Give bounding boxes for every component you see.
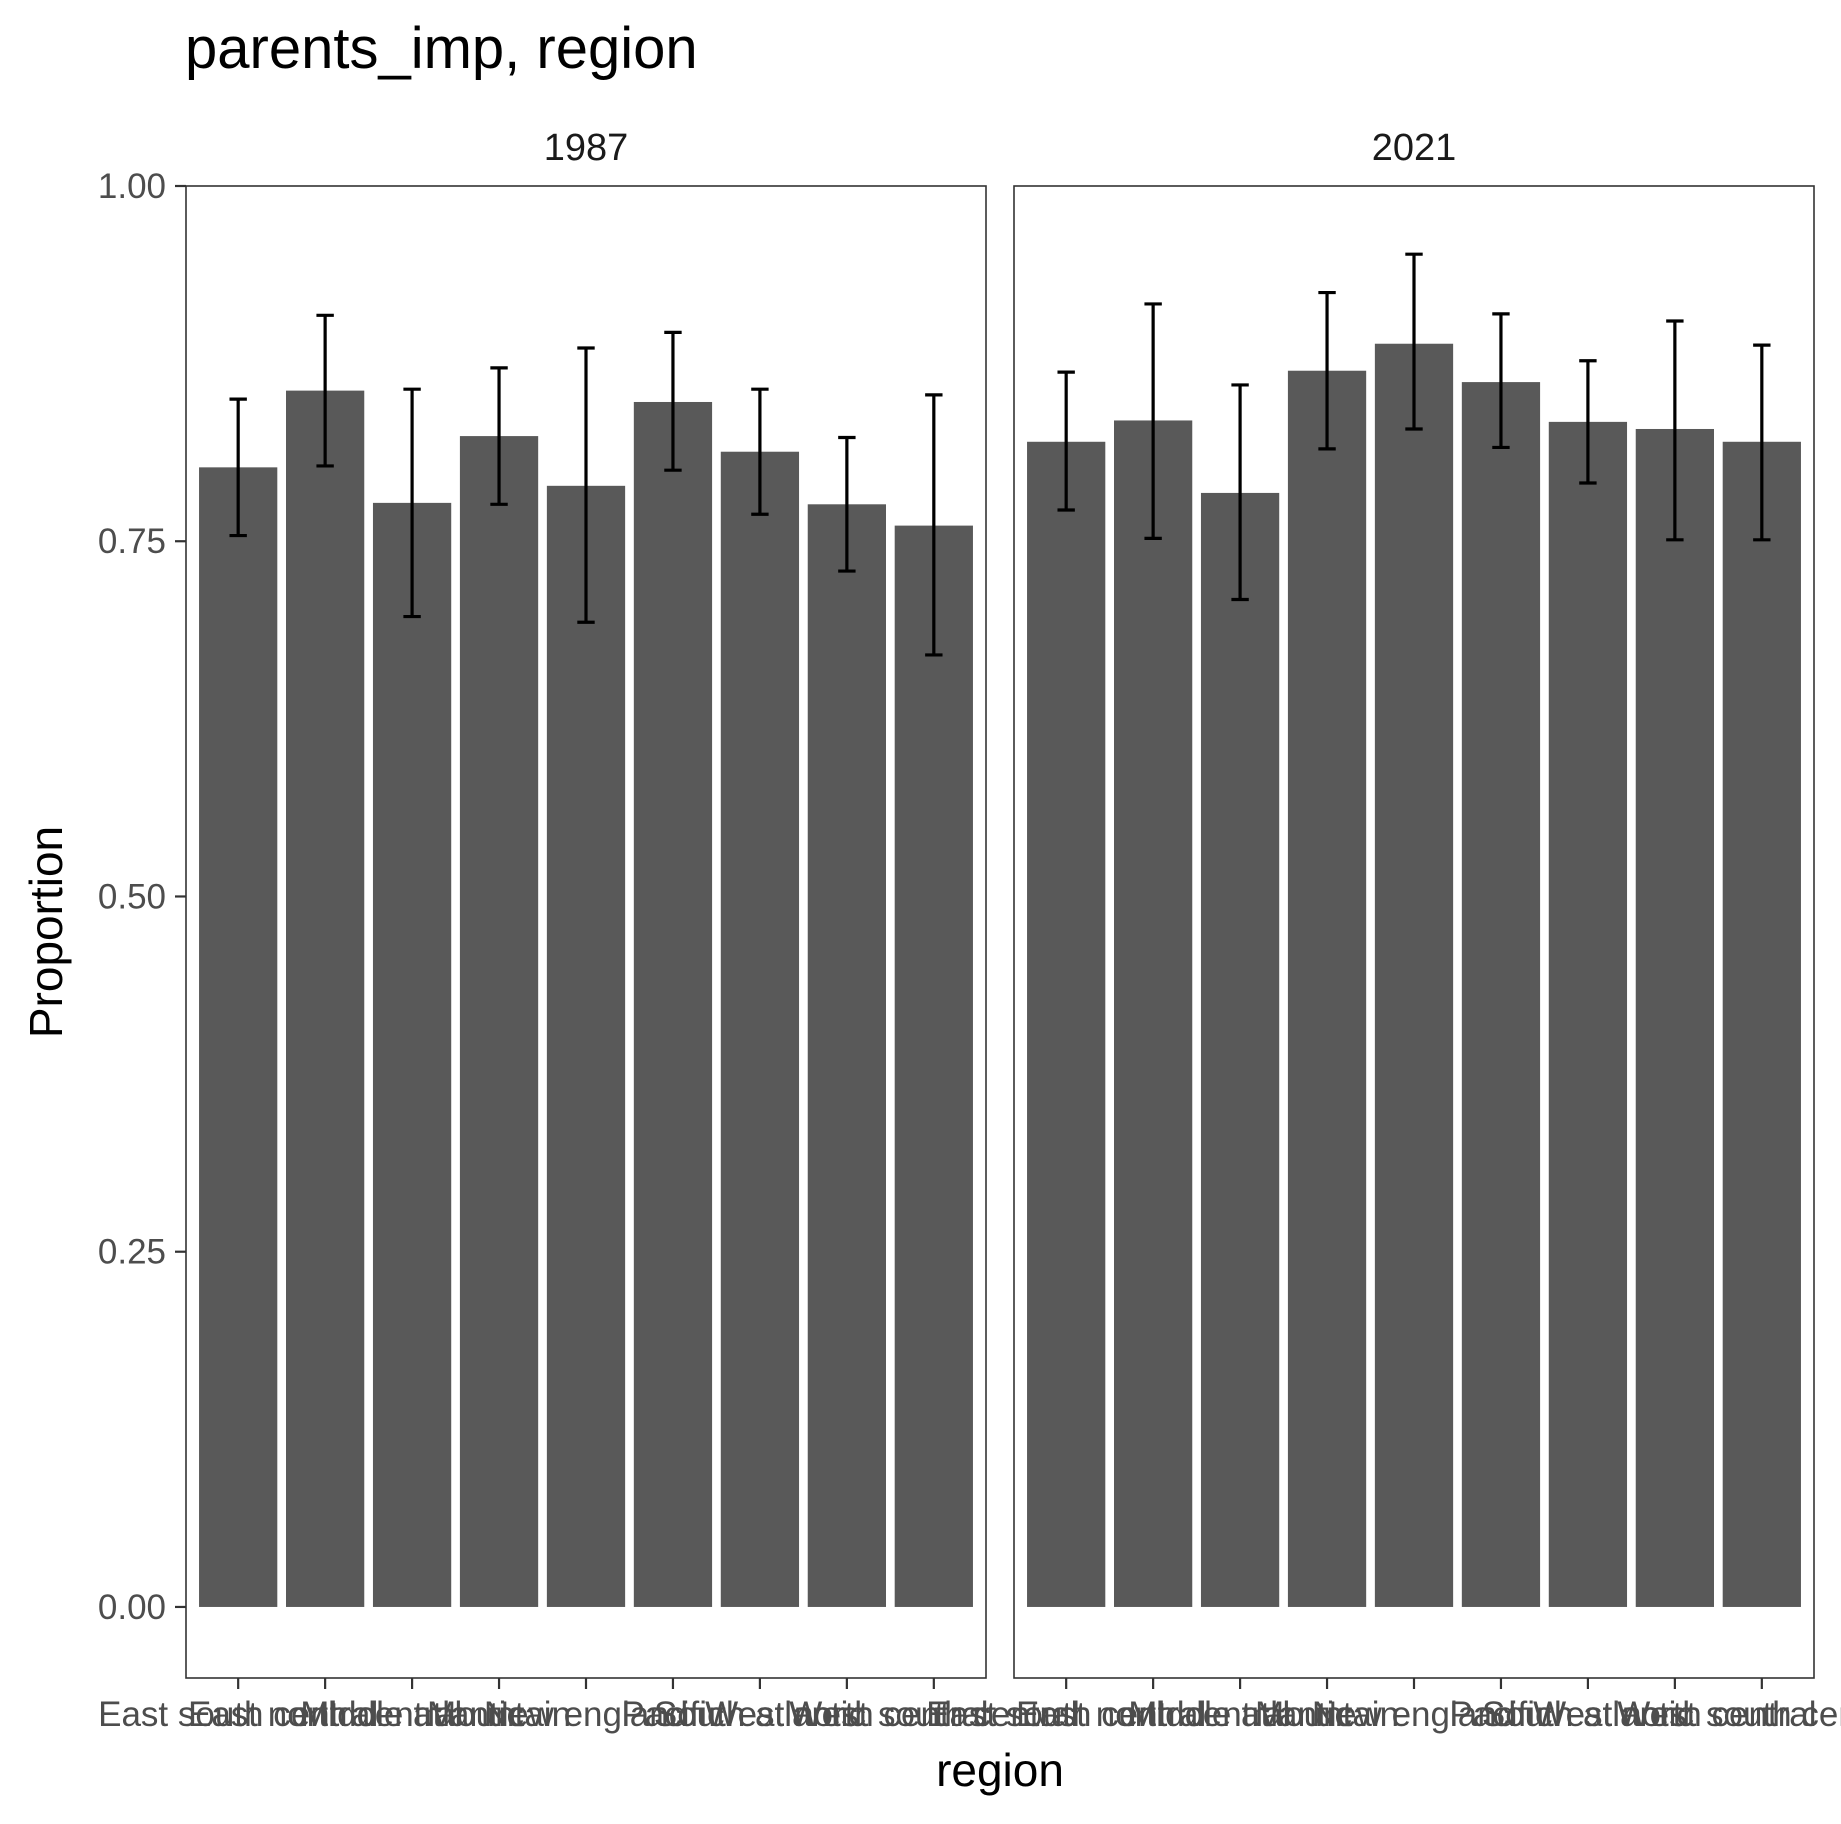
error-bar: [1666, 319, 1684, 542]
x-tick-label: Pacific: [1449, 1695, 1552, 1734]
error-bar: [1405, 252, 1423, 431]
y-axis: 0.00 0.25 0.50 0.75 1.00: [98, 167, 186, 1627]
x-tick-label: Pacific: [621, 1695, 724, 1734]
error-bar: [1144, 302, 1162, 540]
y-axis-title: Proportion: [20, 826, 72, 1038]
bar: [459, 436, 539, 1607]
bar: [807, 504, 886, 1607]
error-bar: [751, 387, 769, 516]
error-bar: [1231, 383, 1249, 602]
x-tick-label: South atlantic: [654, 1695, 866, 1734]
bar: [199, 467, 278, 1607]
error-bar: [316, 313, 334, 468]
bar: [1461, 382, 1541, 1607]
error-bar: [229, 397, 247, 538]
x-tick-label: East north central: [188, 1695, 462, 1734]
x-tick-label: East north central: [1016, 1695, 1290, 1734]
error-bar: [577, 346, 595, 624]
x-tick-label: Middle atlantic: [1128, 1695, 1352, 1734]
error-bar: [1318, 290, 1336, 451]
bar: [1287, 370, 1367, 1607]
bar: [894, 525, 973, 1607]
x-tick-label: East south central: [98, 1695, 378, 1734]
bar: [1722, 441, 1801, 1607]
bar: [546, 485, 626, 1607]
x-tick-label: West south central: [789, 1695, 1078, 1734]
x-tick-label: West south central: [1617, 1695, 1841, 1734]
x-axis-title: region: [936, 1744, 1064, 1796]
bar: [720, 451, 800, 1607]
error-bar: [1057, 370, 1075, 512]
bar: [633, 401, 713, 1607]
y-tick-label: 0.50: [98, 877, 166, 916]
y-tick-label: 0.75: [98, 522, 166, 561]
error-bar: [838, 435, 856, 573]
y-tick-label: 1.00: [98, 167, 166, 206]
bar: [286, 390, 365, 1607]
bar: [1374, 343, 1454, 1607]
x-tick-label: South atlantic: [1482, 1695, 1694, 1734]
error-bar: [1753, 343, 1771, 542]
y-tick-label: 0.00: [98, 1588, 166, 1627]
error-bar: [1579, 359, 1597, 485]
error-bar: [490, 366, 508, 506]
bar: [1027, 441, 1106, 1607]
error-bar: [403, 387, 421, 619]
x-tick-label: East south central: [926, 1695, 1206, 1734]
bar: [372, 502, 452, 1607]
x-tick-label: Mountain: [1255, 1695, 1399, 1734]
bar: [1200, 492, 1280, 1607]
x-tick-label: Middle atlantic: [300, 1695, 524, 1734]
bar: [1548, 421, 1628, 1607]
bar: [1635, 428, 1714, 1607]
x-tick-label: Mountain: [427, 1695, 571, 1734]
bar: [1114, 420, 1193, 1607]
error-bar: [925, 393, 943, 657]
error-bar: [1492, 312, 1510, 450]
error-bar: [664, 330, 682, 472]
panel-strip-label: 2021: [1372, 127, 1457, 169]
chart-title: parents_imp, region: [185, 16, 698, 81]
y-tick-label: 0.25: [98, 1233, 166, 1272]
x-tick-label: New england: [484, 1695, 688, 1734]
x-tick-label: West north central: [1533, 1695, 1816, 1734]
panel-strip-label: 1987: [544, 127, 629, 169]
x-tick-label: West north central: [705, 1695, 988, 1734]
x-tick-label: New england: [1312, 1695, 1516, 1734]
